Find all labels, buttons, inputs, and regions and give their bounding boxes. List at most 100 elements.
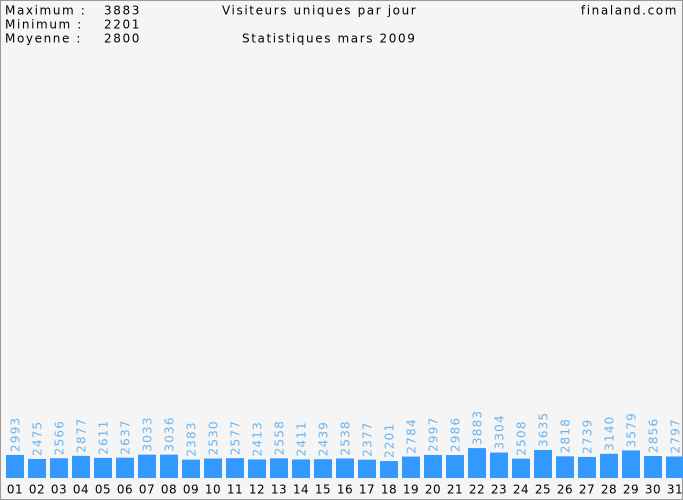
value-label: 2739 xyxy=(581,419,595,454)
bar xyxy=(402,456,420,478)
bar xyxy=(644,456,662,478)
x-tick-label: 15 xyxy=(315,483,331,497)
stat-value: 2800 xyxy=(104,32,141,46)
bar xyxy=(292,459,310,478)
value-label: 2877 xyxy=(75,418,89,453)
x-tick-label: 24 xyxy=(513,483,529,497)
x-tick-label: 29 xyxy=(623,483,639,497)
x-tick-label: 27 xyxy=(579,483,595,497)
value-label: 2993 xyxy=(9,417,23,452)
bar xyxy=(578,456,596,478)
x-tick-label: 18 xyxy=(381,483,397,497)
stat-label: Moyenne : xyxy=(5,32,82,46)
value-label: 2411 xyxy=(295,421,309,456)
bar xyxy=(446,455,464,478)
value-label: 2383 xyxy=(185,421,199,456)
x-tick-label: 03 xyxy=(51,483,67,497)
value-label: 2558 xyxy=(273,420,287,455)
x-tick-label: 17 xyxy=(359,483,375,497)
x-tick-label: 20 xyxy=(425,483,441,497)
bar xyxy=(336,458,354,478)
value-label: 2530 xyxy=(207,420,221,455)
bar xyxy=(600,453,618,478)
value-label: 3579 xyxy=(625,412,639,447)
x-tick-label: 31 xyxy=(667,483,683,497)
chart-subtitle: Statistiques mars 2009 xyxy=(242,32,416,46)
bar xyxy=(28,458,46,478)
x-tick-label: 14 xyxy=(293,483,309,497)
value-label: 2818 xyxy=(559,418,573,453)
x-tick-label: 05 xyxy=(95,483,111,497)
value-label: 2508 xyxy=(515,420,529,455)
value-label: 2201 xyxy=(383,423,397,458)
bar xyxy=(94,457,112,478)
bar xyxy=(50,458,68,478)
bar xyxy=(204,458,222,478)
bar xyxy=(534,450,552,478)
site-name: finaland.com xyxy=(581,4,678,18)
x-tick-label: 19 xyxy=(403,483,419,497)
value-label: 2856 xyxy=(647,418,661,453)
bar xyxy=(248,459,266,478)
bar xyxy=(116,457,134,478)
bar xyxy=(160,454,178,478)
x-tick-label: 08 xyxy=(161,483,177,497)
value-label: 2784 xyxy=(405,418,419,453)
value-label: 2997 xyxy=(427,417,441,452)
value-label: 3304 xyxy=(493,414,507,449)
bar xyxy=(424,454,442,478)
bar xyxy=(6,454,24,478)
x-tick-label: 09 xyxy=(183,483,199,497)
bar xyxy=(468,448,486,478)
value-label: 2439 xyxy=(317,421,331,456)
x-tick-label: 22 xyxy=(469,483,485,497)
bar xyxy=(666,456,683,478)
stat-label: Maximum : xyxy=(5,4,86,18)
x-tick-label: 21 xyxy=(447,483,463,497)
x-tick-label: 16 xyxy=(337,483,353,497)
value-label: 3140 xyxy=(603,415,617,450)
value-label: 2797 xyxy=(669,418,683,453)
value-label: 2413 xyxy=(251,421,265,456)
value-label: 2377 xyxy=(361,421,375,456)
bar xyxy=(358,459,376,478)
bar xyxy=(622,450,640,478)
value-label: 3883 xyxy=(471,410,485,445)
bar xyxy=(380,461,398,478)
stat-label: Minimum : xyxy=(5,18,83,32)
x-tick-label: 07 xyxy=(139,483,155,497)
bar xyxy=(138,454,156,478)
x-tick-label: 25 xyxy=(535,483,551,497)
bar xyxy=(226,458,244,478)
value-label: 2538 xyxy=(339,420,353,455)
value-label: 2566 xyxy=(53,420,67,455)
bar xyxy=(512,458,530,478)
x-tick-label: 04 xyxy=(73,483,89,497)
value-label: 2611 xyxy=(97,420,111,455)
value-label: 2577 xyxy=(229,420,243,455)
value-label: 3033 xyxy=(141,416,155,451)
x-tick-label: 06 xyxy=(117,483,133,497)
value-label: 2637 xyxy=(119,419,133,454)
chart-title: Visiteurs uniques par jour xyxy=(222,4,417,18)
bar xyxy=(270,458,288,478)
stat-value: 2201 xyxy=(104,18,141,32)
x-tick-label: 02 xyxy=(29,483,45,497)
x-tick-label: 28 xyxy=(601,483,617,497)
x-tick-label: 12 xyxy=(249,483,265,497)
bar xyxy=(314,459,332,478)
bar xyxy=(556,456,574,478)
value-label: 2986 xyxy=(449,417,463,452)
x-tick-label: 26 xyxy=(557,483,573,497)
x-tick-label: 11 xyxy=(227,483,243,497)
bar xyxy=(182,459,200,478)
x-tick-label: 23 xyxy=(491,483,507,497)
stat-value: 3883 xyxy=(104,4,141,18)
x-tick-label: 10 xyxy=(205,483,221,497)
value-label: 2475 xyxy=(31,421,45,456)
value-label: 3036 xyxy=(163,416,177,451)
x-tick-label: 13 xyxy=(271,483,287,497)
